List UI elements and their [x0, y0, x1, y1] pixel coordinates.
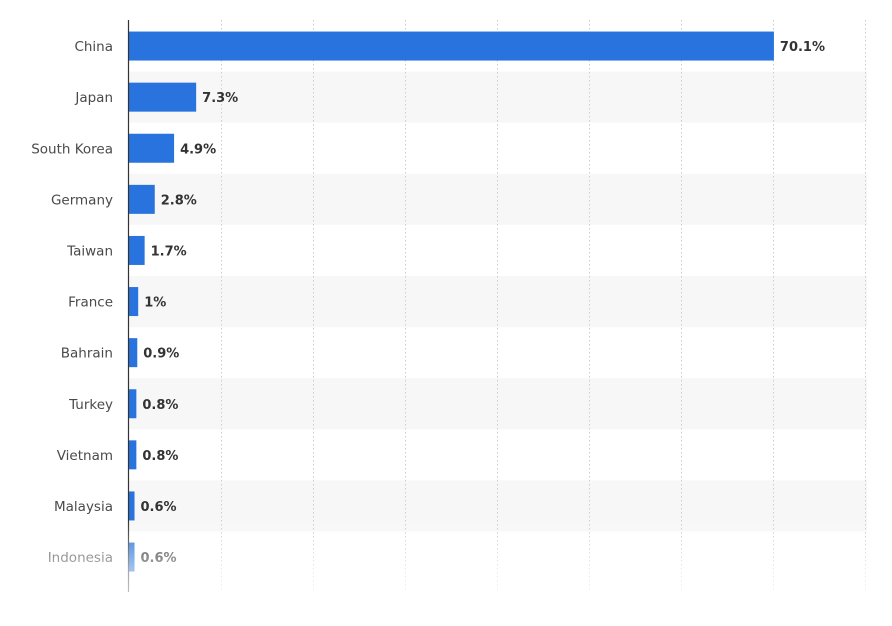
row-band: [129, 378, 867, 430]
category-label: Turkey: [68, 397, 113, 413]
category-label: France: [68, 295, 113, 311]
data-label: 0.6%: [141, 500, 177, 515]
bar-south-korea: [129, 133, 175, 163]
bar-malaysia: [129, 491, 135, 521]
row-band: [129, 276, 867, 328]
bar-vietnam: [129, 440, 137, 470]
category-label: Vietnam: [57, 448, 113, 464]
gridlines: [221, 20, 866, 592]
category-labels: China Japan South Korea Germany Taiwan France…: [31, 39, 113, 566]
data-label: 0.8%: [142, 398, 178, 413]
category-label: China: [74, 39, 113, 55]
bar-france: [129, 287, 139, 317]
bar-bahrain: [129, 338, 138, 368]
bar-china: [129, 31, 774, 61]
category-label: Indonesia: [48, 550, 113, 566]
category-label: Malaysia: [54, 499, 113, 515]
data-label: 0.6%: [141, 551, 177, 566]
data-label: 7.3%: [202, 91, 238, 106]
data-label: 1.7%: [151, 244, 187, 259]
data-label: 2.8%: [161, 193, 197, 208]
category-label: Germany: [51, 192, 113, 208]
bar-indonesia: [129, 542, 135, 572]
data-label: 4.9%: [180, 142, 216, 157]
bars: [129, 31, 774, 572]
data-label: 1%: [144, 296, 166, 311]
bar-taiwan: [129, 235, 145, 265]
bar-germany: [129, 184, 155, 214]
data-label: 0.8%: [142, 449, 178, 464]
category-label: Japan: [74, 90, 113, 106]
category-label: Taiwan: [66, 243, 113, 259]
data-label: 0.9%: [143, 347, 179, 362]
bar-turkey: [129, 389, 137, 419]
category-label: Bahrain: [61, 346, 113, 362]
data-label: 70.1%: [780, 40, 825, 55]
category-label: South Korea: [31, 141, 113, 157]
bar-japan: [129, 82, 197, 112]
